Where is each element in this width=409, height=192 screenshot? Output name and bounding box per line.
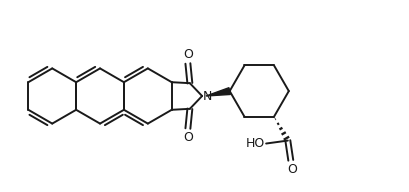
Text: N: N <box>202 89 212 103</box>
Text: HO: HO <box>245 137 265 150</box>
Text: O: O <box>182 132 192 144</box>
Text: O: O <box>286 163 296 176</box>
Text: O: O <box>182 48 192 60</box>
Polygon shape <box>206 88 230 96</box>
